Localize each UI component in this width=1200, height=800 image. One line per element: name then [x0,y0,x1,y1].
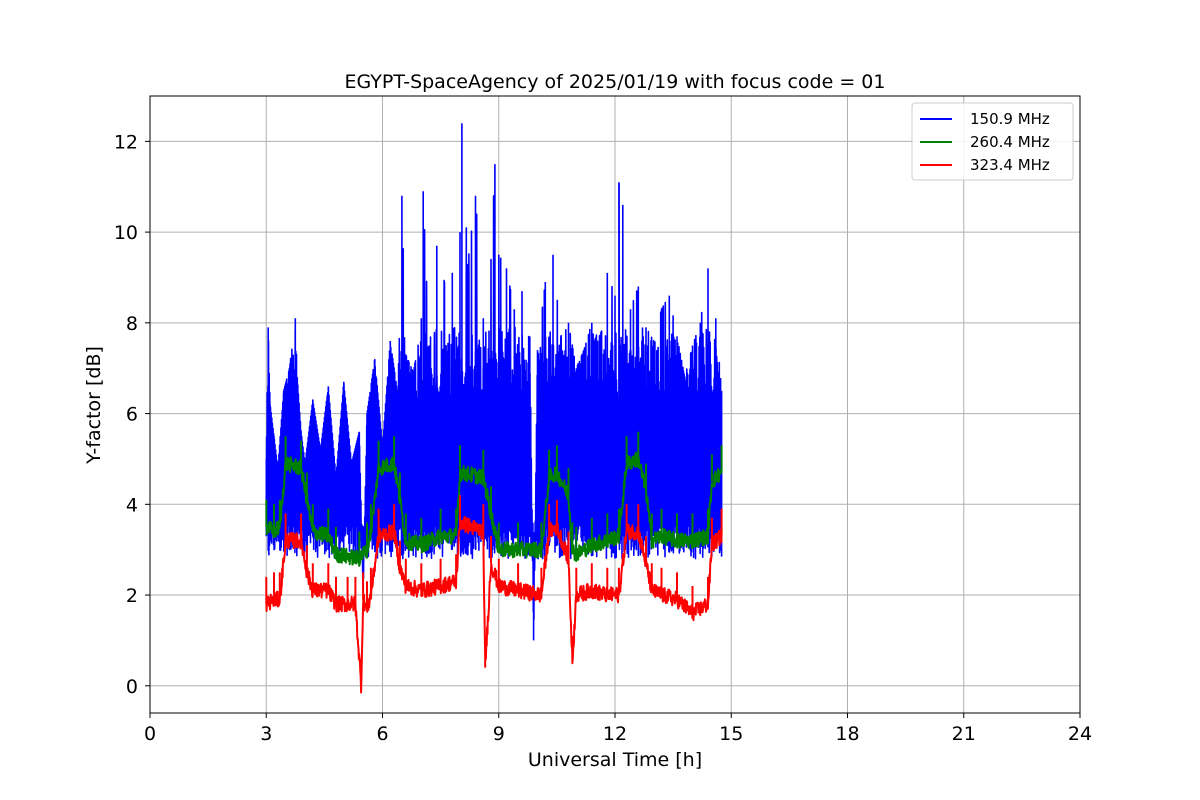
x-axis-label: Universal Time [h] [528,749,702,771]
series-line-2 [265,495,723,694]
y-tick-label: 4 [126,494,138,516]
x-tick-label: 12 [603,723,627,745]
y-tick-label: 8 [126,313,138,335]
x-tick-label: 6 [376,723,388,745]
y-tick-label: 6 [126,404,138,426]
x-tick-label: 0 [144,723,156,745]
x-tick-label: 15 [719,723,743,745]
series-line-0 [265,123,723,641]
x-tick-label: 21 [952,723,976,745]
x-tick-label: 24 [1068,723,1092,745]
series-layer [265,123,723,694]
y-tick-label: 2 [126,585,138,607]
legend: 150.9 MHz 260.4 MHz 323.4 MHz [911,102,1074,181]
y-axis-label: Y-factor [dB] [83,346,105,465]
series-line-1 [265,431,723,567]
y-tick-label: 0 [126,676,138,698]
x-tick-label: 9 [493,723,505,745]
legend-box [911,102,1074,181]
legend-label: 150.9 MHz [970,110,1050,128]
x-tick-label: 18 [835,723,859,745]
y-tick-label: 12 [114,131,138,153]
y-tick-label: 10 [114,222,138,244]
chart-title: EGYPT-SpaceAgency of 2025/01/19 with foc… [345,71,886,93]
legend-label: 260.4 MHz [970,133,1050,151]
legend-label: 323.4 MHz [970,156,1050,174]
x-tick-label: 3 [260,723,272,745]
